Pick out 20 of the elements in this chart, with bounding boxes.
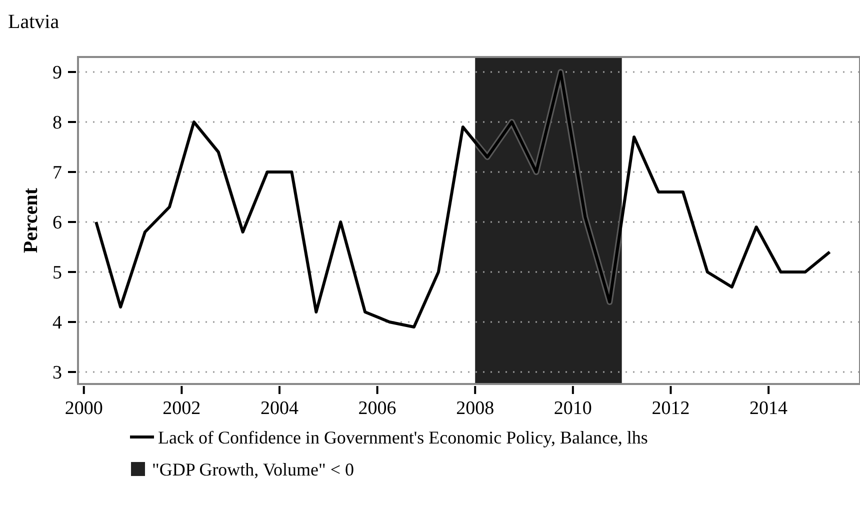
x-tick-label: 2012: [652, 398, 690, 419]
x-tick-label: 2002: [162, 398, 201, 419]
legend-label: "GDP Growth, Volume" < 0: [152, 459, 354, 480]
x-tick-label: 2006: [358, 398, 396, 419]
chart-title: Latvia: [8, 11, 60, 33]
y-tick-label: 4: [52, 312, 62, 334]
x-tick-label: 2010: [554, 398, 592, 419]
x-tick-label: 2008: [456, 398, 494, 419]
y-tick-label: 9: [52, 62, 62, 84]
x-tick-label: 2004: [260, 398, 299, 419]
y-tick-label: 5: [52, 262, 62, 284]
y-tick-label: 7: [52, 162, 62, 184]
line-series: [94, 69, 832, 330]
y-tick-label: 8: [52, 112, 62, 134]
y-tick-label: 3: [52, 362, 62, 384]
y-axis-title: Percent: [20, 188, 42, 254]
x-tick-label: 2014: [750, 398, 788, 419]
y-tick-label: 6: [52, 212, 62, 234]
legend-label: Lack of Confidence in Government's Economic Policy, Balance, lhs: [158, 427, 648, 448]
x-tick-label: 2000: [64, 398, 103, 419]
